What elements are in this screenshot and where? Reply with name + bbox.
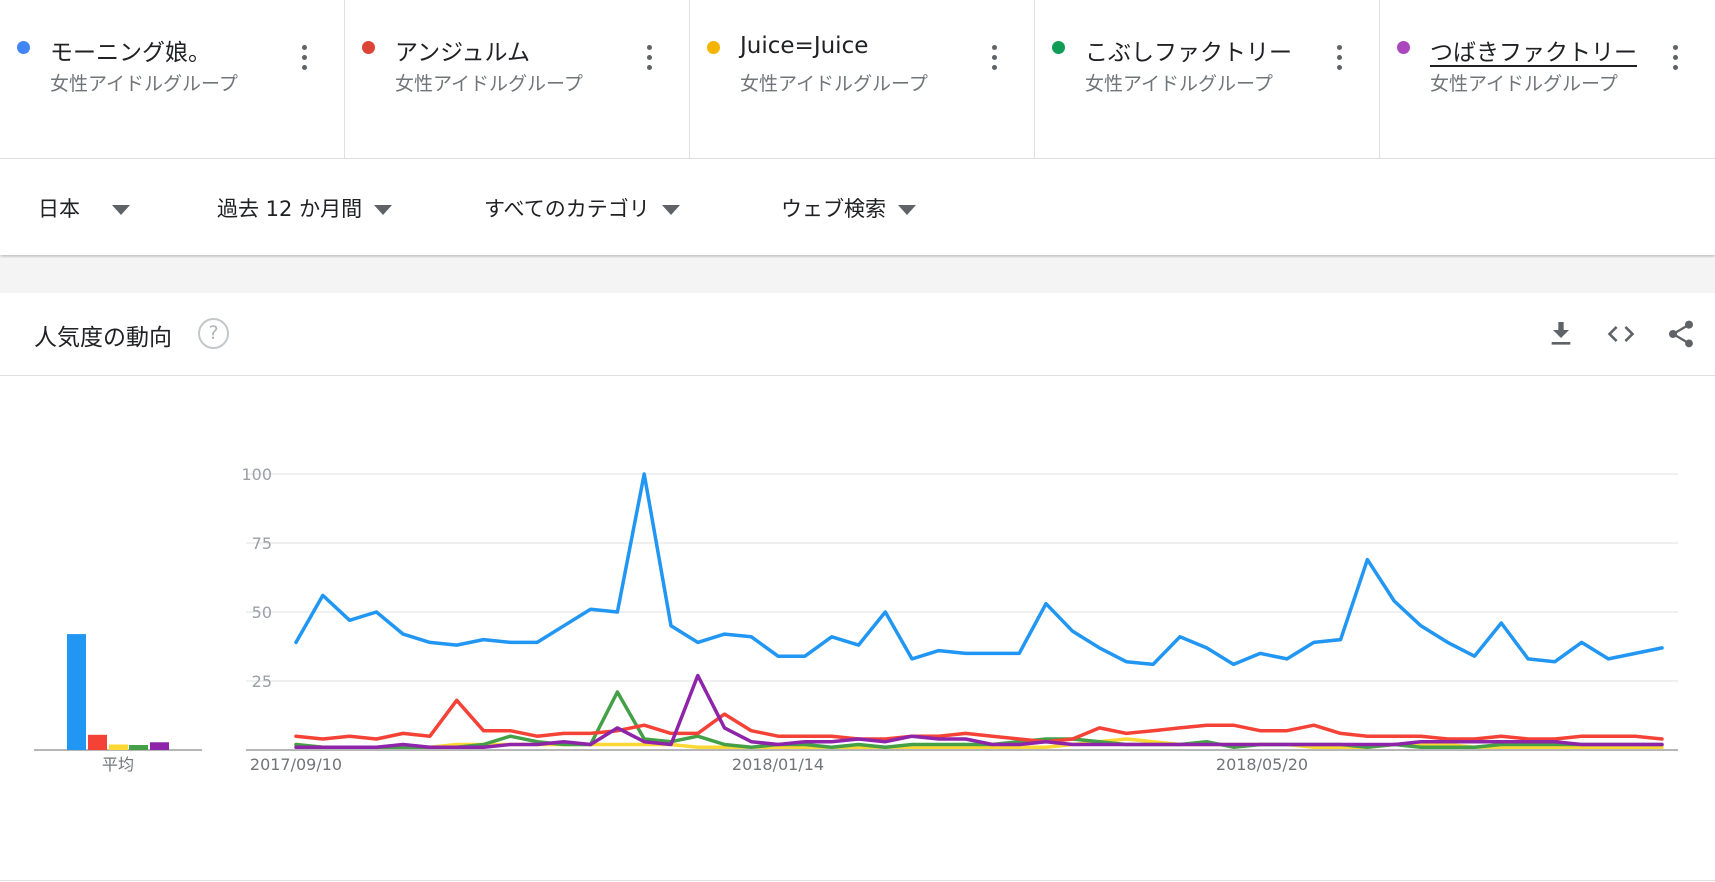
y-axis-labels: 25 50 75 100	[241, 465, 272, 691]
series-color-dot	[1052, 41, 1065, 54]
divider	[0, 880, 1715, 881]
category-label: すべてのカテゴリ	[484, 197, 650, 221]
more-vert-icon[interactable]	[302, 45, 308, 73]
series-lines[interactable]	[294, 472, 1664, 749]
region-dropdown[interactable]: 日本	[38, 193, 130, 223]
divider	[0, 375, 1715, 376]
term-name[interactable]: モーニング娘。	[50, 40, 211, 66]
series-color-dot	[707, 41, 720, 54]
average-bar	[109, 744, 128, 750]
download-icon[interactable]	[1545, 318, 1577, 350]
filter-bar: 日本 過去 12 か月間 すべてのカテゴリ ウェブ検索	[0, 159, 1715, 255]
series-color-dot	[1397, 41, 1410, 54]
section-spacer	[0, 258, 1715, 293]
interest-over-time-chart[interactable]: 平均 25 50 75 100 2017/09/10 2018/01/14 2018/05…	[0, 376, 1715, 876]
average-bar	[67, 634, 86, 750]
series-line	[294, 690, 1664, 749]
term-type: 女性アイドルグループ	[395, 73, 583, 95]
term-name[interactable]: こぶしファクトリー	[1085, 40, 1292, 66]
dropdown-caret-icon	[661, 205, 680, 215]
y-tick-label: 25	[252, 672, 272, 691]
x-tick-label: 2018/05/20	[1216, 755, 1308, 774]
dropdown-caret-icon	[112, 205, 130, 215]
term-card[interactable]: モーニング娘。 女性アイドルグループ	[0, 0, 345, 158]
more-vert-icon[interactable]	[647, 45, 653, 73]
comparison-terms: モーニング娘。 女性アイドルグループ アンジュルム 女性アイドルグループ Jui…	[0, 0, 1715, 159]
term-name[interactable]: つばきファクトリー	[1430, 40, 1637, 66]
average-bar	[150, 742, 169, 750]
series-color-dot	[362, 41, 375, 54]
term-type: 女性アイドルグループ	[740, 73, 928, 95]
more-vert-icon[interactable]	[1337, 45, 1343, 73]
more-vert-icon[interactable]	[1673, 45, 1679, 73]
region-label: 日本	[38, 197, 80, 221]
share-icon[interactable]	[1665, 318, 1697, 350]
term-card[interactable]: アンジュルム 女性アイドルグループ	[345, 0, 690, 158]
period-dropdown[interactable]: 過去 12 か月間	[217, 193, 393, 223]
more-vert-icon[interactable]	[992, 45, 998, 73]
series-line	[294, 472, 1664, 667]
term-type: 女性アイドルグループ	[50, 73, 238, 95]
average-bar	[88, 734, 107, 750]
search-type-dropdown[interactable]: ウェブ検索	[781, 193, 916, 223]
term-type: 女性アイドルグループ	[1430, 73, 1618, 95]
x-axis-labels: 2017/09/10 2018/01/14 2018/05/20	[250, 755, 1308, 774]
card-title: 人気度の動向	[34, 325, 172, 351]
term-type: 女性アイドルグループ	[1085, 73, 1273, 95]
avg-label: 平均	[102, 755, 134, 774]
term-name[interactable]: アンジュルム	[395, 40, 531, 66]
dropdown-caret-icon	[374, 205, 393, 215]
series-line	[294, 673, 1664, 749]
average-bar-chart: 平均	[34, 634, 202, 774]
y-tick-label: 50	[252, 603, 272, 622]
term-card[interactable]: こぶしファクトリー 女性アイドルグループ	[1035, 0, 1380, 158]
x-tick-label: 2018/01/14	[732, 755, 824, 774]
series-line	[294, 698, 1664, 744]
series-color-dot	[17, 41, 30, 54]
grid-lines	[246, 473, 1678, 751]
average-bar	[129, 745, 148, 750]
term-card[interactable]: つばきファクトリー 女性アイドルグループ	[1380, 0, 1715, 158]
term-card[interactable]: Juice=Juice 女性アイドルグループ	[690, 0, 1035, 158]
embed-code-icon[interactable]	[1605, 318, 1637, 350]
x-tick-label: 2017/09/10	[250, 755, 342, 774]
period-label: 過去 12 か月間	[217, 197, 363, 221]
y-tick-label: 100	[241, 465, 272, 484]
help-icon[interactable]: ?	[198, 318, 229, 349]
dropdown-caret-icon	[898, 205, 916, 215]
search-type-label: ウェブ検索	[781, 197, 886, 221]
category-dropdown[interactable]: すべてのカテゴリ	[484, 193, 680, 223]
y-tick-label: 75	[252, 534, 272, 553]
term-name[interactable]: Juice=Juice	[740, 33, 869, 59]
